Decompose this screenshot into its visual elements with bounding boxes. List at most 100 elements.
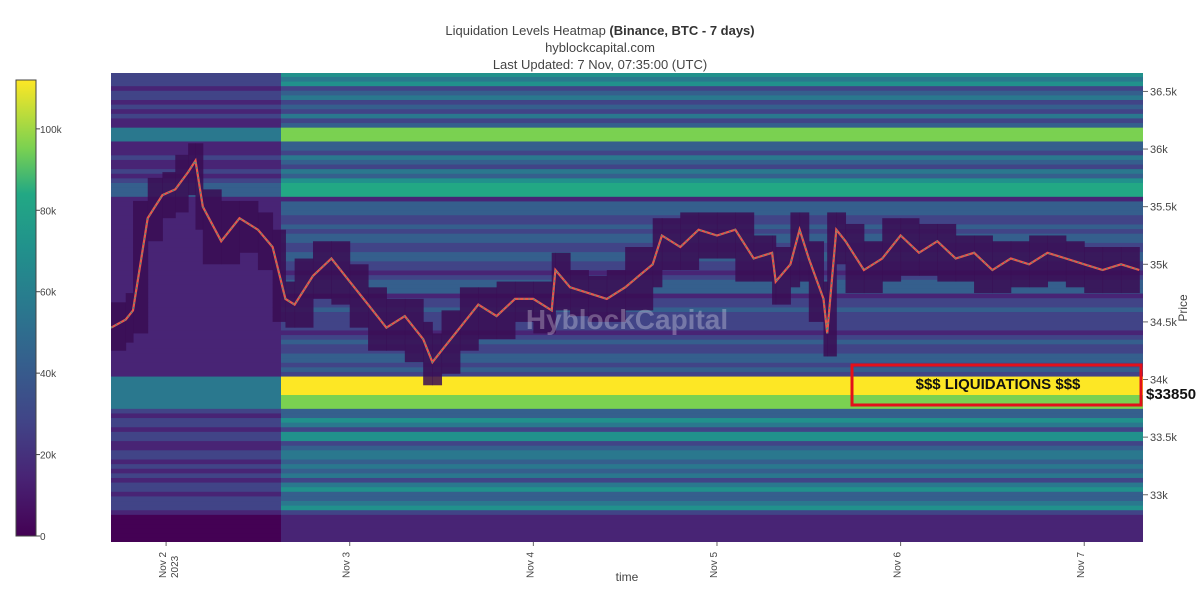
heatmap-cell [281, 117, 1143, 124]
heatmap-cell [111, 509, 281, 515]
heatmap-cell [281, 482, 1143, 488]
heatmap-cell [111, 408, 281, 414]
heatmap-cell [281, 279, 1143, 285]
heatmap-cell [281, 353, 1143, 359]
x-tick-sublabel: 2023 [170, 555, 181, 578]
heatmap-cell [111, 85, 281, 91]
shadow-block [606, 270, 626, 322]
chart-title-main: Liquidation Levels Heatmap [445, 23, 606, 38]
x-tick-label: Nov 7 [1076, 551, 1087, 578]
heatmap-cell [111, 270, 281, 276]
heatmap-cell [111, 306, 281, 313]
heatmap-cell [281, 302, 1143, 308]
heatmap-cell [111, 104, 281, 110]
shadow-block [845, 223, 865, 294]
heatmap-cell [111, 486, 281, 492]
heatmap-cell [281, 371, 1143, 377]
heatmap-cell [281, 316, 1143, 322]
shadow-block [239, 200, 259, 253]
heatmap-cell [111, 353, 281, 359]
heatmap-cell [281, 320, 1143, 326]
shadow-block [900, 218, 920, 276]
heatmap-cell [111, 251, 281, 257]
heatmap-cell [111, 297, 281, 303]
heatmap-cell [281, 477, 1143, 483]
heatmap-cell [281, 329, 1143, 336]
heatmap-cell [111, 316, 281, 322]
heatmap-cell [281, 154, 1143, 160]
shadow-block [974, 235, 993, 294]
heatmap-cell [281, 486, 1143, 492]
shadow-block [125, 293, 134, 343]
shadow-block [459, 287, 479, 351]
heatmap-cell [281, 348, 1143, 354]
colorbar-tick-label: 0 [40, 532, 46, 543]
heatmap-cell [111, 343, 281, 349]
heatmap-cell [281, 325, 1143, 331]
heatmap-cell [281, 532, 1143, 538]
shadow-block [386, 298, 406, 351]
heatmap-cell [281, 403, 1143, 409]
shadow-block [478, 287, 498, 340]
heatmap-cell [281, 108, 1143, 114]
heatmap-cell [281, 187, 1143, 193]
heatmap-cell [281, 472, 1143, 478]
heatmap-cell [281, 445, 1143, 451]
heatmap-cell [281, 94, 1143, 101]
shadow-block [735, 212, 755, 282]
heatmap-cell [281, 389, 1143, 396]
heatmap-cell [281, 73, 1143, 77]
heatmap-cell [111, 385, 281, 391]
shadow-block [441, 310, 461, 374]
shadow-block [349, 264, 369, 328]
heatmap-cell [281, 463, 1143, 469]
heatmap-cell [111, 491, 281, 497]
shadow-block [294, 258, 314, 328]
shadow-block [514, 281, 534, 322]
heatmap-cell [281, 311, 1143, 317]
price-callout: $33850 [1146, 386, 1196, 403]
heatmap-cell [281, 376, 1143, 382]
heatmap-cell [111, 122, 281, 128]
heatmap-cell [111, 242, 281, 248]
heatmap-cell [281, 514, 1143, 520]
heatmap-cell [111, 81, 281, 87]
shadow-block [937, 223, 957, 282]
heatmap-cell [281, 537, 1143, 542]
heatmap-cell [111, 472, 281, 478]
heatmap-cell [111, 463, 281, 469]
shadow-block [652, 218, 663, 288]
heatmap-cell [111, 422, 281, 428]
heatmap-cell [281, 339, 1143, 345]
colorbar-ticks: 0 20k 40k 60k 80k 100k [36, 125, 63, 543]
heatmap-cell [281, 495, 1143, 502]
heatmap-cell [281, 200, 1143, 207]
shadow-block [716, 212, 736, 259]
heatmap-cell [281, 191, 1143, 197]
heatmap-cell [111, 376, 281, 382]
heatmap-cell [281, 182, 1143, 188]
heatmap-cell [111, 325, 281, 331]
heatmap-cell [281, 122, 1143, 128]
y-tick-label: 36.5k [1150, 86, 1177, 98]
heatmap-cell [281, 440, 1143, 446]
shadow-block [111, 302, 127, 351]
heatmap-cell [281, 168, 1143, 174]
y-axis: 33k 33.5k 34k 34.5k 35k 35.5k 36k 36.5k [1143, 86, 1177, 502]
shadow-block [992, 241, 1012, 294]
heatmap-cell [281, 265, 1143, 271]
heatmap-cell [111, 90, 281, 96]
y-tick-label: 33.5k [1150, 432, 1177, 444]
heatmap-cell [111, 99, 281, 105]
heatmap-cell [281, 417, 1143, 423]
heatmap-cell [111, 76, 281, 82]
plot-area: HyblockCapital [111, 73, 1143, 542]
heatmap-cell [281, 274, 1143, 280]
price-shadow-blocks [111, 143, 1140, 386]
liquidations-highlight-box[interactable] [850, 363, 1143, 407]
heatmap-cell [111, 357, 281, 363]
shadow-block [555, 252, 571, 311]
colorbar-tick-label: 40k [40, 369, 57, 380]
chart-subtitle: hyblockcapital.com [545, 40, 655, 55]
heatmap-cell [111, 532, 281, 538]
